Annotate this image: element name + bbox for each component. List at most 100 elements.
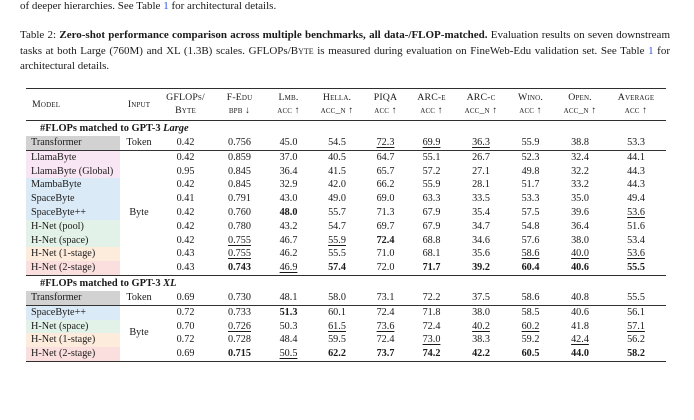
- value-cell: 72.4: [376, 334, 395, 346]
- col-header-model: Model: [26, 88, 120, 121]
- value-cell: 74.2: [408, 347, 455, 362]
- table-row: H-Net (2-stage) 0.69 0.715 50.5 62.2 73.7 74.2…: [26, 347, 666, 362]
- value-cell: 71.8: [422, 306, 441, 318]
- value-cell: 32.2: [571, 165, 589, 177]
- value-cell: 35.4: [472, 206, 490, 218]
- table-row: Transformer Token 0.42 0.756 45.0 54.5 72.3 69.…: [26, 135, 666, 151]
- value-cell: 55.1: [422, 151, 441, 163]
- col-header-arcc: ARC-c acc_n ↑: [455, 88, 507, 121]
- value-cell: 68.8: [422, 234, 441, 246]
- value-cell: 0.728: [228, 334, 251, 346]
- value-cell: 43.2: [279, 220, 298, 232]
- value-cell: 60.5: [507, 347, 554, 362]
- caption-seg3: for architectural details.: [20, 44, 670, 73]
- caption-seg1: Evaluation results on seven downstream t…: [20, 29, 670, 57]
- table-row: Transformer Token 0.69 0.730 48.1 58.0 73.1 72.…: [26, 290, 666, 306]
- section-title-text: #FLOPs matched to GPT-3: [40, 122, 164, 134]
- value-cell: 56.2: [627, 334, 645, 346]
- value-cell: 0.42: [176, 151, 195, 163]
- value-cell: 38.8: [554, 135, 606, 151]
- model-cell: H-Net (2-stage): [26, 261, 120, 276]
- value-cell: 61.5: [328, 320, 346, 332]
- value-cell: 44.3: [627, 179, 645, 191]
- value-cell: 59.5: [328, 334, 346, 346]
- value-cell: 72.4: [376, 234, 395, 246]
- model-cell: Transformer: [26, 290, 120, 306]
- value-cell: 0.43: [176, 248, 195, 260]
- value-cell: 57.5: [521, 206, 540, 218]
- model-cell: MambaByte: [26, 178, 120, 193]
- value-cell: 58.6: [507, 290, 554, 306]
- value-cell: 72.2: [408, 290, 455, 306]
- table-row: H-Net (1-stage) 0.72 0.728 48.4 59.5 72.4 73.0…: [26, 333, 666, 348]
- table-header: Model Input GFLOPs/Byte F-Edu bpb ↓ Lmb. acc ↑…: [26, 88, 666, 121]
- value-cell: 42.0: [328, 179, 346, 191]
- value-cell: 33.5: [472, 193, 490, 205]
- value-cell: 34.7: [472, 220, 490, 232]
- section-title-scale: XL: [163, 277, 177, 289]
- value-cell: 48.1: [266, 290, 311, 306]
- value-cell: 0.755: [228, 248, 251, 260]
- value-cell: 53.6: [627, 206, 645, 218]
- value-cell: 36.3: [455, 135, 507, 151]
- value-cell: 51.7: [521, 179, 540, 191]
- section-title-row: #FLOPs matched to GPT-3 Large: [26, 120, 666, 136]
- value-cell: 0.42: [176, 206, 195, 218]
- value-cell: 40.5: [328, 151, 346, 163]
- model-cell: H-Net (pool): [26, 219, 120, 234]
- caption-table-ref-link[interactable]: 1: [648, 44, 654, 57]
- col-header-input: Input: [120, 88, 158, 121]
- value-cell: 48.0: [279, 206, 298, 218]
- value-cell: 72.3: [363, 135, 408, 151]
- value-cell: 55.9: [507, 135, 554, 151]
- value-cell: 38.3: [472, 334, 490, 346]
- value-cell: 38.0: [472, 306, 490, 318]
- section-title-text: #FLOPs matched to GPT-3: [40, 277, 164, 289]
- value-cell: 38.0: [571, 234, 589, 246]
- value-cell: 71.0: [376, 248, 395, 260]
- value-cell: 66.2: [376, 179, 395, 191]
- model-cell: SpaceByte: [26, 192, 120, 206]
- section-title: #FLOPs matched to GPT-3 Large: [26, 120, 666, 136]
- value-cell: 39.2: [455, 261, 507, 276]
- table-row: H-Net (1-stage) 0.43 0.755 46.2 55.5 71.0 68.1…: [26, 247, 666, 262]
- table-row: SpaceByte++ 0.42 0.760 48.0 55.7 71.3 67.9 35.4…: [26, 205, 666, 220]
- value-cell: 37.5: [455, 290, 507, 306]
- table-row: LlamaByte Byte 0.42 0.859 37.0 40.5 64.7 55.1 26…: [26, 150, 666, 276]
- value-cell: 0.72: [176, 334, 195, 346]
- table-row: SpaceByte 0.41 0.791 43.0 49.0 69.0 63.3 33.5 53…: [26, 192, 666, 206]
- value-cell: 0.43: [158, 261, 213, 276]
- value-cell: 46.7: [279, 234, 298, 246]
- value-cell: 73.1: [363, 290, 408, 306]
- value-cell: 71.7: [408, 261, 455, 276]
- value-cell: 52.3: [521, 151, 540, 163]
- value-cell: 57.6: [521, 234, 540, 246]
- value-cell: 0.743: [213, 261, 266, 276]
- value-cell: 73.7: [363, 347, 408, 362]
- value-cell: 53.3: [521, 193, 540, 205]
- value-cell: 41.8: [571, 320, 589, 332]
- value-cell: 72.4: [376, 306, 395, 318]
- model-cell: H-Net (1-stage): [26, 333, 120, 348]
- value-cell: 58.6: [521, 248, 540, 260]
- value-cell: 51.6: [627, 220, 645, 232]
- value-cell: 49.4: [627, 193, 645, 205]
- table-header-row: Model Input GFLOPs/Byte F-Edu bpb ↓ Lmb. acc ↑…: [26, 88, 666, 121]
- value-cell: 55.5: [328, 248, 346, 260]
- body-text-pre: of deeper hierarchies. See Table: [20, 0, 164, 12]
- value-cell: 69.7: [376, 220, 395, 232]
- value-cell: 55.5: [606, 290, 666, 306]
- model-cell: SpaceByte++: [26, 305, 120, 320]
- input-cell: Token: [120, 290, 158, 306]
- value-cell: 0.42: [176, 234, 195, 246]
- value-cell: 0.845: [228, 165, 251, 177]
- value-cell: 57.1: [627, 320, 645, 332]
- body-table-ref-link[interactable]: 1: [163, 0, 169, 12]
- value-cell: 43.0: [279, 193, 298, 205]
- value-cell: 56.1: [627, 306, 645, 318]
- value-cell: 63.3: [422, 193, 441, 205]
- value-cell: 37.0: [279, 151, 298, 163]
- value-cell: 0.41: [176, 193, 195, 205]
- value-cell: 0.726: [228, 320, 251, 332]
- value-cell: 57.4: [311, 261, 363, 276]
